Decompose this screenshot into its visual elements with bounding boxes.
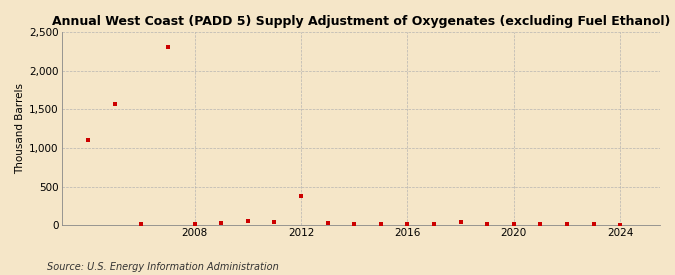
Point [136,221,146,226]
Point [455,220,466,224]
Text: Source: U.S. Energy Information Administration: Source: U.S. Energy Information Administ… [47,262,279,272]
Point [375,222,386,227]
Point [562,222,572,227]
Point [163,45,173,50]
Point [189,221,200,226]
Point [216,221,227,225]
Point [615,223,626,227]
Title: Annual West Coast (PADD 5) Supply Adjustment of Oxygenates (excluding Fuel Ethan: Annual West Coast (PADD 5) Supply Adjust… [51,15,670,28]
Point [296,194,306,199]
Point [349,222,360,226]
Point [269,219,279,224]
Y-axis label: Thousand Barrels: Thousand Barrels [15,83,25,174]
Point [482,221,493,226]
Point [322,221,333,225]
Point [429,221,439,226]
Point [508,222,519,227]
Point [242,219,253,223]
Point [402,222,412,226]
Point [83,138,94,142]
Point [535,222,545,227]
Point [109,102,120,106]
Point [588,222,599,227]
